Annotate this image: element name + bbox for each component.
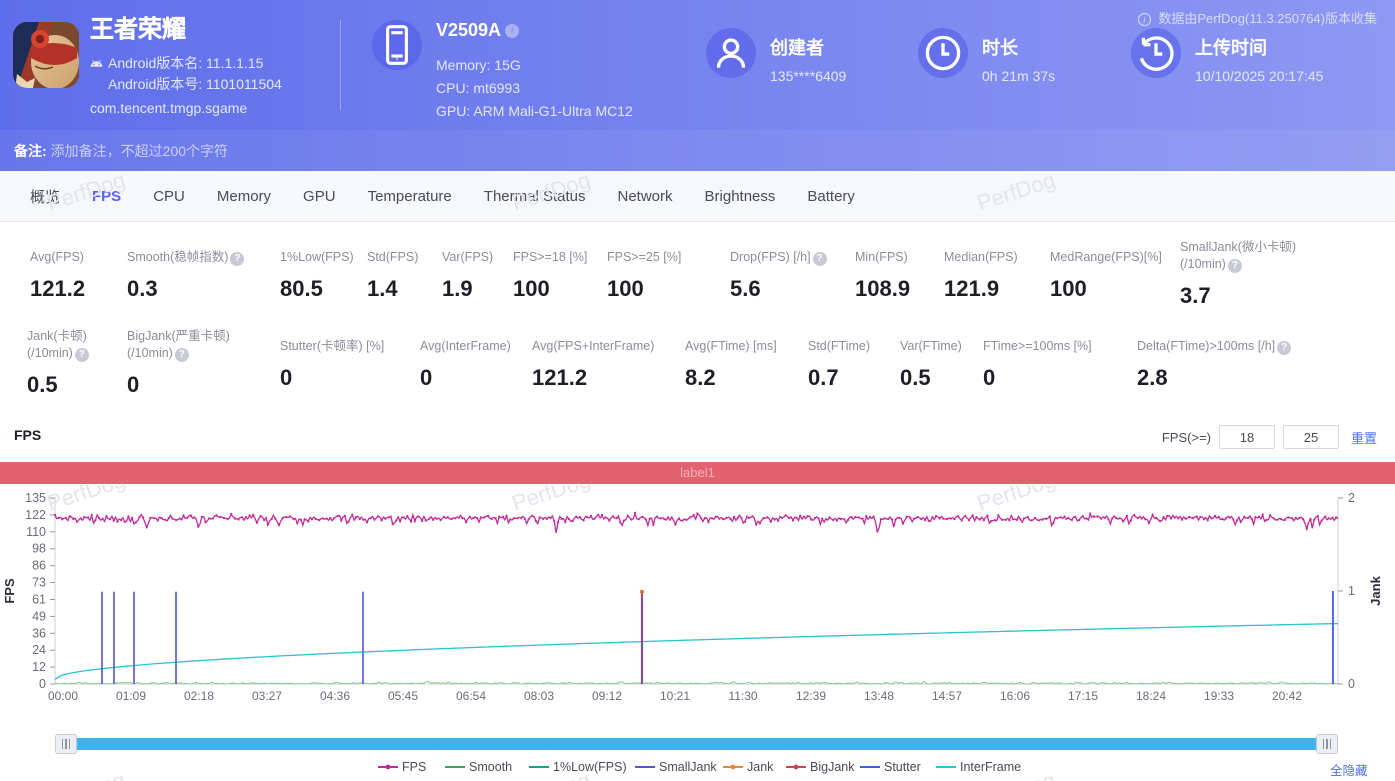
svg-text:98: 98 bbox=[32, 542, 46, 556]
svg-text:20:42: 20:42 bbox=[1272, 689, 1302, 703]
svg-text:02:18: 02:18 bbox=[184, 689, 214, 703]
svg-text:36: 36 bbox=[32, 626, 46, 640]
svg-text:2: 2 bbox=[1348, 491, 1355, 505]
svg-text:14:57: 14:57 bbox=[932, 689, 962, 703]
svg-text:10:21: 10:21 bbox=[660, 689, 690, 703]
svg-text:12: 12 bbox=[32, 660, 46, 674]
svg-text:11:30: 11:30 bbox=[728, 689, 757, 703]
svg-text:49: 49 bbox=[32, 609, 46, 623]
svg-text:122: 122 bbox=[25, 508, 46, 522]
svg-text:04:36: 04:36 bbox=[320, 689, 350, 703]
svg-text:16:06: 16:06 bbox=[1000, 689, 1030, 703]
svg-text:Jank: Jank bbox=[1368, 575, 1383, 605]
svg-text:06:54: 06:54 bbox=[456, 689, 486, 703]
svg-text:08:03: 08:03 bbox=[524, 689, 554, 703]
svg-text:01:09: 01:09 bbox=[116, 689, 146, 703]
svg-text:24: 24 bbox=[32, 643, 46, 657]
svg-text:86: 86 bbox=[32, 559, 46, 573]
svg-text:12:39: 12:39 bbox=[796, 689, 826, 703]
svg-text:73: 73 bbox=[32, 576, 46, 590]
svg-text:09:12: 09:12 bbox=[592, 689, 622, 703]
svg-text:18:24: 18:24 bbox=[1136, 689, 1166, 703]
svg-text:110: 110 bbox=[26, 525, 46, 539]
svg-text:0: 0 bbox=[39, 677, 46, 691]
svg-text:03:27: 03:27 bbox=[252, 689, 282, 703]
svg-text:05:45: 05:45 bbox=[388, 689, 418, 703]
svg-text:19:33: 19:33 bbox=[1204, 689, 1234, 703]
svg-text:00:00: 00:00 bbox=[48, 689, 78, 703]
svg-text:0: 0 bbox=[1348, 677, 1355, 691]
svg-text:135: 135 bbox=[25, 491, 46, 505]
svg-text:1: 1 bbox=[1348, 584, 1355, 598]
svg-text:13:48: 13:48 bbox=[864, 689, 894, 703]
svg-text:FPS: FPS bbox=[2, 578, 17, 604]
svg-text:61: 61 bbox=[32, 593, 46, 607]
svg-text:17:15: 17:15 bbox=[1068, 689, 1098, 703]
